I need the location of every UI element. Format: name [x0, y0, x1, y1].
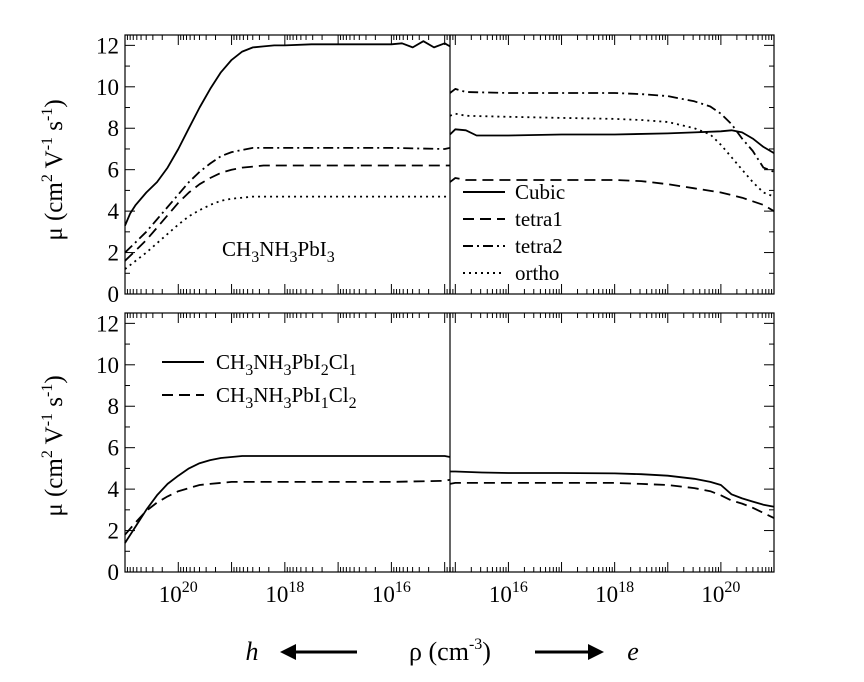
- y-tick-label: 8: [108, 116, 120, 141]
- series-left-ch3nh3pbi1cl2: [124, 478, 451, 536]
- y-tick-label: 0: [108, 282, 120, 307]
- top-y-axis-label: μ (cm2 V-1 s-1): [39, 99, 68, 240]
- y-tick-label: 10: [96, 353, 119, 378]
- legend-tetra2-label: tetra2: [515, 234, 563, 258]
- bottom-y-tick-labels: 0 2 4 6 8 10 12: [96, 311, 120, 585]
- x-tick-labels: 1020 1018 1016 1016 1018 1020: [159, 579, 741, 607]
- bottom-y-axis-label: μ (cm2 V-1 s-1): [39, 375, 68, 516]
- arrow-right-icon: [535, 644, 604, 660]
- x-tick-label: 1016: [372, 579, 411, 607]
- top-legend: Cubic tetra1 tetra2 ortho: [463, 180, 565, 285]
- legend-pbi2cl1-label: CH3NH3PbI2Cl1: [216, 350, 357, 379]
- legend-cubic-label: Cubic: [515, 180, 565, 204]
- hole-carrier-label: h: [246, 637, 259, 666]
- series-left-tetra1: [124, 164, 450, 262]
- series-left-ortho: [124, 195, 450, 270]
- y-tick-label: 8: [108, 394, 120, 419]
- bottom-legend: CH3NH3PbI2Cl1 CH3NH3PbI1Cl2: [162, 350, 357, 412]
- series-left-tetra2: [124, 146, 451, 254]
- x-tick-label: 1018: [595, 579, 634, 607]
- series-right-ch3nh3pbi2cl1: [450, 470, 775, 508]
- x-tick-label: 1018: [265, 579, 304, 607]
- legend-ortho-label: ortho: [515, 261, 559, 285]
- legend-pbi1cl2-label: CH3NH3PbI1Cl2: [216, 383, 357, 412]
- y-tick-label: 2: [108, 241, 120, 266]
- ticks-layer: [124, 35, 775, 573]
- y-tick-label: 4: [108, 199, 120, 224]
- series-left-cubic: [124, 40, 451, 226]
- y-tick-label: 6: [108, 436, 120, 461]
- y-tick-label: 10: [96, 75, 119, 100]
- top-panel-compound-label: CH3NH3PbI3: [222, 237, 335, 266]
- series-right-cubic: [449, 128, 775, 154]
- y-tick-label: 2: [108, 519, 120, 544]
- y-tick-label: 12: [96, 311, 119, 336]
- y-tick-label: 6: [108, 158, 120, 183]
- series-left-ch3nh3pbi2cl1: [124, 455, 451, 544]
- x-axis-label: ρ (cm-3): [409, 636, 491, 666]
- series-layer: [124, 40, 775, 544]
- x-tick-label: 1016: [489, 579, 528, 607]
- y-tick-label: 12: [96, 33, 119, 58]
- series-right-tetra1: [449, 177, 775, 212]
- series-right-ch3nh3pbi1cl2: [449, 481, 775, 519]
- x-tick-label: 1020: [701, 579, 740, 607]
- series-right-ortho: [449, 112, 775, 198]
- electron-carrier-label: e: [627, 637, 639, 666]
- legend-tetra1-label: tetra1: [515, 207, 563, 231]
- x-tick-label: 1020: [159, 579, 198, 607]
- arrow-left-icon: [280, 644, 357, 660]
- top-y-tick-labels: 0 2 4 6 8 10 12: [96, 33, 120, 307]
- y-tick-label: 0: [108, 560, 120, 585]
- y-tick-label: 4: [108, 477, 120, 502]
